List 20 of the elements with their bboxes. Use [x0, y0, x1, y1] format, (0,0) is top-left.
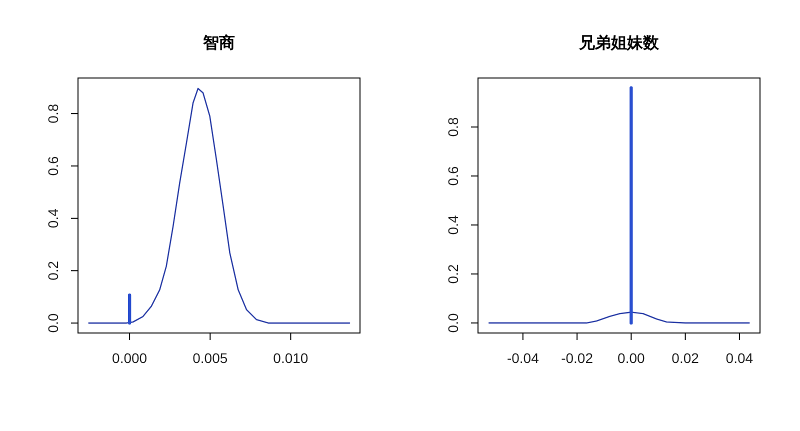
x-tick-label: 0.02	[672, 350, 700, 366]
x-tick-label: 0.000	[112, 350, 148, 366]
y-tick-label: 0.4	[445, 215, 461, 235]
y-tick-label: 0.2	[445, 264, 461, 284]
x-tick-label: 0.00	[618, 350, 646, 366]
y-tick-label: 0.8	[445, 117, 461, 137]
y-tick-label: 0.0	[445, 313, 461, 333]
x-tick-label: -0.04	[506, 350, 540, 366]
y-tick-label: 0.6	[445, 166, 461, 186]
x-tick-label: 0.005	[192, 350, 228, 366]
x-tick-label: -0.02	[561, 350, 594, 366]
x-tick-label: 0.010	[273, 350, 308, 366]
y-tick-label: 0.0	[45, 313, 61, 333]
chart-title: 智商	[202, 34, 235, 52]
y-tick-label: 0.6	[45, 156, 61, 176]
y-tick-label: 0.4	[45, 208, 61, 228]
y-tick-label: 0.8	[45, 104, 61, 124]
chart-title: 兄弟姐妹数	[578, 34, 660, 52]
x-tick-label: 0.04	[726, 350, 754, 366]
y-tick-label: 0.2	[45, 260, 61, 280]
